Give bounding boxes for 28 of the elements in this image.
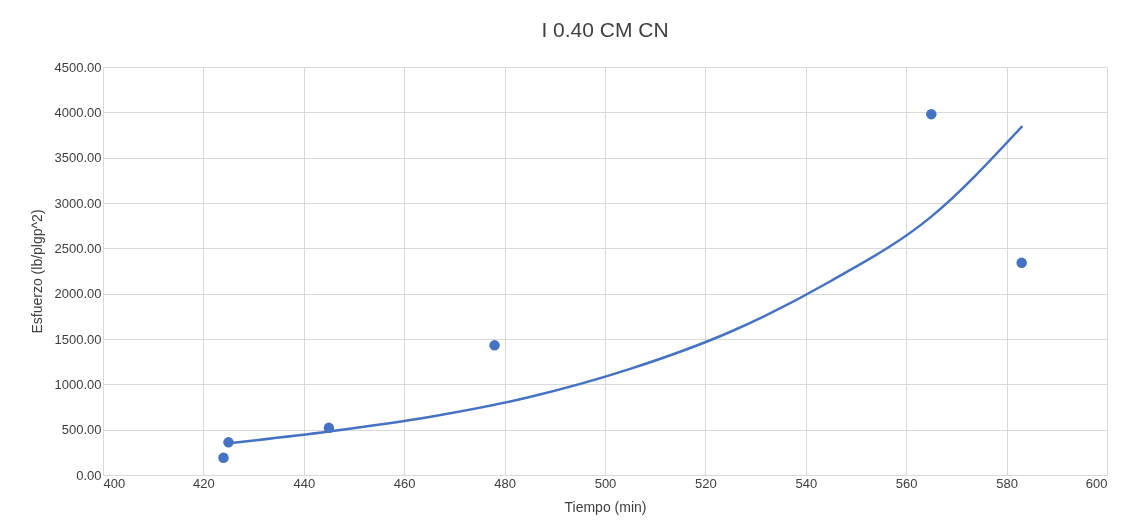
x-tick-label: 500 (594, 475, 617, 491)
y-tick-label: 1000.00 (54, 376, 102, 392)
point (926, 108, 937, 120)
x-tick-label: 400 (103, 475, 126, 491)
x-tick-label: 540 (795, 475, 818, 491)
x-tick-label: 420 (193, 475, 215, 491)
x-tick-label: 480 (494, 475, 516, 491)
point (1016, 257, 1027, 269)
y-tick-label: 3000.00 (54, 195, 102, 211)
y-tick-label: 4500.00 (54, 59, 102, 75)
x-tick-label: 440 (293, 475, 316, 491)
x-tick-label: 460 (393, 475, 416, 491)
y-tick-label: 4000.00 (54, 104, 102, 120)
y-tick-label: 2000.00 (54, 286, 102, 302)
x-tick-label: 520 (695, 475, 717, 491)
y-tick-label: 0.00 (76, 467, 102, 483)
y-axis-title: Esfuerzo (lb/plgp^2) (28, 209, 45, 334)
x-axis-title: Tiempo (min) (564, 498, 647, 515)
y-tick-label: 1500.00 (54, 331, 102, 347)
y-tick-label: 3500.00 (54, 150, 102, 166)
point (489, 340, 500, 351)
x-tick-label: 560 (895, 475, 918, 491)
x-tick-label: 580 (996, 475, 1018, 491)
x-tick-label: 600 (1085, 475, 1108, 491)
chart-title: I 0.40 CM CN (541, 18, 669, 41)
y-tick-label: 500.00 (61, 422, 102, 438)
y-tick-label: 2500.00 (54, 240, 102, 256)
point (218, 452, 229, 464)
